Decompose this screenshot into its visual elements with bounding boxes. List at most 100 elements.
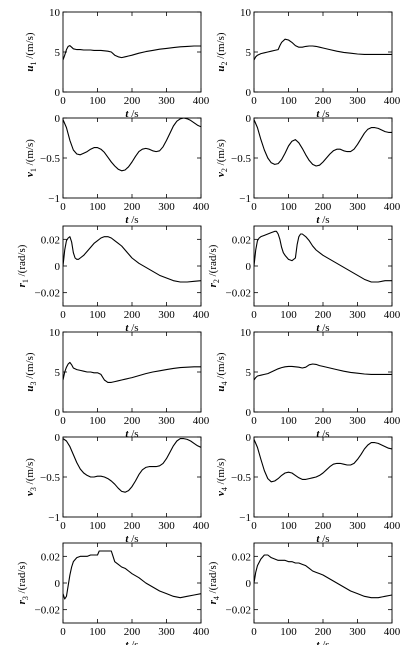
x-tick-label-u4-2: 200: [315, 415, 332, 427]
x-tick-label-r3-1: 100: [89, 626, 106, 638]
x-tick-label-r4-2: 200: [315, 626, 332, 638]
y-tick-label-v2-0: −1: [239, 193, 251, 205]
series-line-v3: [63, 438, 201, 493]
y-axis-subscript-r2: 2: [212, 279, 221, 283]
series-line-r4: [254, 554, 392, 599]
x-axis-label-v4: t /s: [316, 533, 329, 545]
x-tick-label-r4-4: 400: [384, 626, 401, 638]
x-axis-symbol-u2: t: [316, 108, 320, 120]
x-axis-symbol-v1: t: [125, 214, 129, 226]
subplot-u1: 0 100 200 300 400 0 5 10 t /s u1 /(m/s): [24, 7, 210, 120]
y-tick-label-u4-0: 0: [246, 407, 252, 419]
y-axis-unit-v3: /(m/s): [24, 458, 36, 487]
x-tick-label-u3-4: 400: [193, 415, 210, 427]
x-axis-symbol-v4: t: [316, 533, 320, 545]
x-axis-unit-u2: /s: [319, 108, 329, 120]
y-tick-label-v1-0: −1: [48, 193, 60, 205]
y-tick-label-u2-0: 0: [246, 87, 252, 99]
x-axis-unit-r3: /s: [128, 639, 138, 645]
axes-box-v1: [62, 117, 202, 199]
y-axis-unit-u2: /(m/s): [215, 32, 227, 61]
y-axis-label-u4: u4 /(m/s): [215, 352, 229, 391]
x-tick-label-r4-1: 100: [280, 626, 297, 638]
y-axis-symbol-r3: r: [16, 599, 28, 604]
y-tick-label-u3-1: 5: [55, 367, 61, 379]
y-axis-symbol-v4: v: [215, 491, 227, 496]
subplot-u4: 0 100 200 300 400 0 5 10 t /s u4 /(m/s): [215, 327, 401, 440]
subplot-u3: 0 100 200 300 400 0 5 10 t /s u3 /(m/s): [24, 327, 210, 440]
y-axis-label-v1: v1 /(m/s): [24, 139, 38, 177]
x-tick-label-v1-1: 100: [89, 201, 106, 213]
y-axis-symbol-r1: r: [16, 282, 28, 287]
x-tick-label-v1-4: 400: [193, 201, 210, 213]
axes-box-r4: [253, 542, 393, 624]
x-axis-label-v3: t /s: [125, 533, 138, 545]
x-axis-label-u4: t /s: [316, 428, 329, 440]
x-axis-label-v2: t /s: [316, 214, 329, 226]
x-tick-label-v3-1: 100: [89, 520, 106, 532]
x-tick-label-v2-1: 100: [280, 201, 297, 213]
x-tick-label-r1-2: 200: [124, 309, 141, 321]
y-axis-subscript-u3: 3: [29, 381, 38, 385]
x-tick-label-v2-4: 400: [384, 201, 401, 213]
axes-box-u1: [62, 11, 202, 93]
x-axis-symbol-v2: t: [316, 214, 320, 226]
x-tick-label-r4-3: 300: [349, 626, 366, 638]
y-tick-label-r2-1: 0: [246, 261, 252, 273]
x-tick-label-r2-0: 0: [251, 309, 257, 321]
x-tick-label-r3-0: 0: [60, 626, 66, 638]
x-axis-unit-r1: /s: [128, 322, 138, 334]
y-tick-label-r1-0: −0.02: [35, 288, 60, 300]
y-tick-label-r3-0: −0.02: [35, 605, 60, 617]
y-axis-symbol-u3: u: [24, 385, 36, 391]
y-axis-label-u1: u1 /(m/s): [24, 32, 38, 71]
y-axis-label-v2: v2 /(m/s): [215, 139, 229, 177]
x-tick-label-u2-2: 200: [315, 95, 332, 107]
y-axis-symbol-u4: u: [215, 385, 227, 391]
y-tick-label-v4-0: −1: [239, 512, 251, 524]
x-tick-label-v1-3: 300: [158, 201, 175, 213]
y-tick-label-v4-1: −0.5: [231, 472, 251, 484]
axes-box-v2: [253, 117, 393, 199]
x-axis-label-r1: t /s: [125, 322, 138, 334]
y-axis-subscript-u1: 1: [29, 61, 38, 65]
x-tick-label-u1-3: 300: [158, 95, 175, 107]
y-axis-subscript-u4: 4: [220, 381, 229, 385]
x-axis-unit-r4: /s: [319, 639, 329, 645]
x-tick-label-v3-4: 400: [193, 520, 210, 532]
x-tick-label-u1-1: 100: [89, 95, 106, 107]
x-axis-label-r2: t /s: [316, 322, 329, 334]
x-tick-label-u4-3: 300: [349, 415, 366, 427]
x-axis-unit-v2: /s: [319, 214, 329, 226]
x-tick-label-u1-2: 200: [124, 95, 141, 107]
x-tick-label-v3-2: 200: [124, 520, 141, 532]
series-line-r3: [63, 550, 201, 600]
x-axis-unit-u3: /s: [128, 428, 138, 440]
x-tick-label-r2-3: 300: [349, 309, 366, 321]
y-axis-subscript-v1: 1: [29, 168, 38, 172]
y-tick-label-v2-1: −0.5: [231, 153, 251, 165]
y-axis-unit-r3: /(rad/s): [16, 561, 28, 596]
series-line-v4: [254, 439, 392, 483]
x-axis-symbol-u1: t: [125, 108, 129, 120]
series-line-r1: [63, 236, 201, 283]
x-axis-symbol-r3: t: [125, 639, 129, 645]
series-line-u2: [254, 38, 392, 61]
y-axis-unit-v2: /(m/s): [215, 139, 227, 168]
x-axis-label-u2: t /s: [316, 108, 329, 120]
y-tick-label-r2-0: −0.02: [226, 288, 251, 300]
y-axis-symbol-v1: v: [24, 172, 36, 177]
subplot-v2: 0 100 200 300 400 −1 −0.5 0 t /s v2 /(m/s): [215, 113, 401, 226]
y-axis-symbol-r4: r: [207, 599, 219, 604]
y-tick-label-v2-2: 0: [246, 113, 252, 125]
y-axis-symbol-u1: u: [24, 65, 36, 71]
x-tick-label-u4-1: 100: [280, 415, 297, 427]
series-line-v1: [63, 118, 201, 172]
y-axis-label-u2: u2 /(m/s): [215, 32, 229, 71]
y-axis-symbol-r2: r: [207, 282, 219, 287]
y-axis-unit-u4: /(m/s): [215, 352, 227, 381]
y-tick-label-u4-1: 5: [246, 367, 252, 379]
subplot-v1: 0 100 200 300 400 −1 −0.5 0 t /s v1 /(m/s): [24, 113, 210, 226]
